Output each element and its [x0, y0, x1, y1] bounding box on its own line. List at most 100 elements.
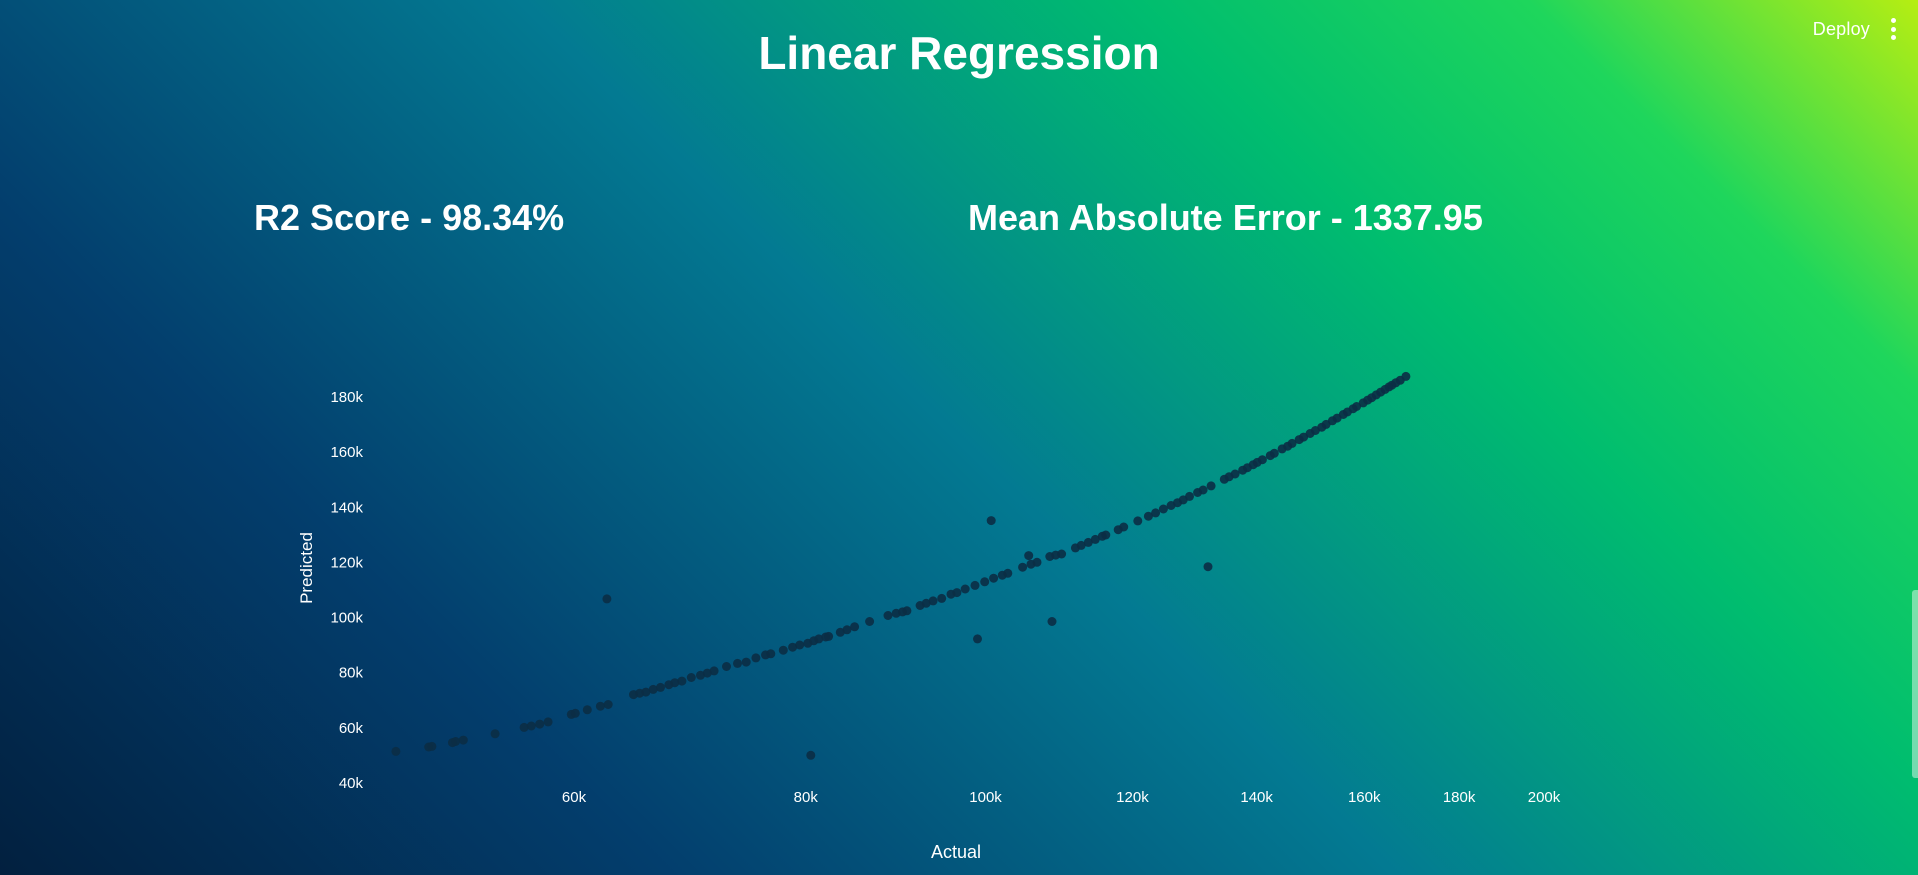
y-tick-label: 100k [330, 610, 363, 627]
x-tick-label: 160k [1348, 789, 1381, 806]
scatter-point [1133, 516, 1143, 526]
scatter-point [1203, 562, 1213, 572]
scatter-point [570, 708, 580, 718]
scatter-point [1269, 448, 1279, 458]
scatter-point [648, 684, 658, 694]
scatter-point [795, 640, 805, 650]
y-axis-label: Predicted [297, 532, 316, 604]
menu-dot [1890, 26, 1896, 32]
scatter-point [842, 625, 852, 635]
scatter-point [883, 611, 893, 620]
scatter-point [526, 721, 536, 731]
x-tick-label: 200k [1528, 789, 1561, 806]
y-tick-label: 40k [339, 775, 364, 792]
scatter-point [1287, 438, 1297, 448]
x-tick-label: 180k [1443, 789, 1476, 806]
scatter-point [451, 737, 461, 746]
scatter-point [603, 700, 613, 709]
scatter-point [1257, 455, 1267, 465]
scatter-point [543, 717, 553, 727]
scatter-point [1018, 562, 1028, 572]
scatter-point [1003, 568, 1013, 578]
y-tick-label: 60k [339, 720, 364, 737]
scatter-point [970, 580, 980, 590]
deploy-button[interactable]: Deploy [1812, 18, 1870, 39]
scatter-point [733, 658, 742, 668]
scatter-point [928, 596, 938, 606]
scatter-point [1119, 522, 1129, 532]
r2-score-metric: R2 Score - 98.34% [254, 197, 565, 238]
x-tick-label: 80k [794, 789, 819, 806]
scatter-point [595, 701, 605, 711]
scatter-point [535, 719, 545, 729]
kebab-menu-icon[interactable] [1890, 18, 1896, 40]
scatter-point [696, 670, 705, 680]
scatter-point [490, 729, 500, 739]
scatter-point [1143, 511, 1153, 521]
x-tick-label: 140k [1240, 789, 1273, 806]
scatter-point [989, 573, 999, 583]
scatter-point [582, 705, 592, 715]
scatter-point [1047, 617, 1057, 626]
scatter-point [1198, 485, 1208, 495]
scatter-point [1206, 481, 1216, 491]
scatter-point [1076, 540, 1086, 550]
scatter-chart-svg: 40k 60k 80k 100k 120k 140k 160k 180k 60k 80k 100k… [297, 371, 1561, 862]
scatter-point [602, 594, 612, 604]
scatter-points [391, 371, 1411, 760]
scatter-point [1401, 371, 1411, 381]
scatter-point [1024, 551, 1034, 561]
scatter-point [656, 682, 665, 692]
mae-metric: Mean Absolute Error - 1337.95 [968, 197, 1483, 238]
y-tick-label: 180k [330, 389, 363, 406]
scatter-point [824, 631, 834, 641]
scatter-point [519, 722, 529, 732]
scatter-point [751, 653, 761, 663]
scrollbar-thumb[interactable] [1912, 590, 1918, 778]
page-title: Linear Regression [758, 27, 1160, 79]
x-tick-label: 120k [1116, 789, 1149, 806]
scatter-point [670, 678, 680, 688]
menu-dot [1890, 35, 1896, 40]
scatter-point [1090, 534, 1100, 544]
scatter-point [391, 746, 401, 756]
scatter-point [788, 642, 798, 652]
scatter-point [865, 617, 875, 626]
scatter-point [980, 577, 990, 587]
y-tick-label: 120k [330, 554, 363, 571]
scatter-point [427, 741, 437, 751]
menu-dot [1890, 18, 1896, 23]
scatter-point [702, 668, 712, 678]
scatter-point [641, 687, 651, 697]
scatter-point [902, 606, 912, 616]
scatter-point [973, 634, 982, 644]
y-tick-label: 160k [330, 444, 363, 461]
scatter-point [458, 735, 468, 745]
scatter-point [741, 657, 751, 667]
scatter-point [1185, 491, 1194, 501]
scatter-point [1151, 508, 1161, 518]
scatter-point [952, 588, 962, 598]
scatter-point [766, 649, 776, 659]
x-axis-ticks: 60k 80k 100k 120k 140k 160k 180k 200k [562, 789, 1561, 806]
scatter-point [709, 666, 719, 676]
scatter-point [1032, 557, 1042, 567]
y-tick-label: 80k [339, 665, 364, 682]
scatter-point [806, 750, 816, 760]
scatter-point [1101, 530, 1111, 540]
x-tick-label: 100k [969, 789, 1002, 806]
scatter-point [722, 662, 731, 671]
scatter-point [1083, 537, 1093, 547]
scatter-point [1158, 504, 1168, 514]
scatter-point [686, 673, 696, 682]
scatter-point [986, 516, 996, 526]
scatter-point [850, 622, 860, 632]
scatter-point [1352, 402, 1362, 411]
x-axis-label: Actual [931, 842, 981, 862]
x-tick-label: 60k [562, 789, 587, 806]
scatter-point [1057, 549, 1067, 559]
scatter-point [1230, 469, 1240, 479]
scatter-point [937, 593, 947, 603]
y-axis-ticks: 40k 60k 80k 100k 120k 140k 160k 180k [330, 389, 363, 792]
